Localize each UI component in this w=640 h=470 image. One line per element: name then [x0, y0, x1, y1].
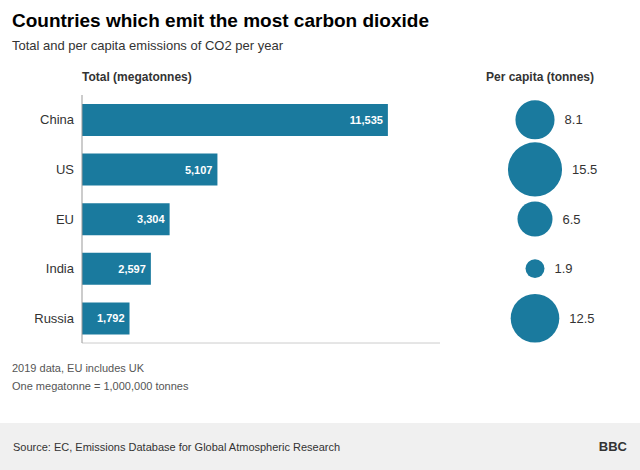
html-text:Source: EC, Emissions Database: Source: EC, Emissions Database for Globa… — [13, 440, 341, 453]
svg-text:11,535: 11,535 — [350, 114, 383, 126]
svg-text:India: India — [46, 261, 75, 276]
html-text:Total and per capita emissions: Total and per capita emissions of CO2 pe… — [12, 38, 283, 53]
svg-text:15.5: 15.5 — [572, 162, 597, 177]
html-text:One megatonne = 1,000,000 tonn: One megatonne = 1,000,000 tonnes — [12, 380, 189, 392]
html-text:Total (megatonnes): Total (megatonnes) — [82, 70, 192, 84]
html-text:Per capita (tonnes): Per capita (tonnes) — [486, 70, 594, 84]
svg-text:12.5: 12.5 — [569, 311, 594, 326]
svg-text:US: US — [56, 162, 74, 177]
svg-text:1.9: 1.9 — [554, 261, 572, 276]
svg-text:8.1: 8.1 — [565, 112, 583, 127]
html-text:2019 data, EU includes UK: 2019 data, EU includes UK — [12, 362, 145, 374]
html-text:Countries which emit the most: Countries which emit the most carbon dio… — [12, 10, 429, 31]
svg-text:1,792: 1,792 — [97, 312, 125, 324]
svg-text:Russia: Russia — [34, 311, 75, 326]
svg-text:5,107: 5,107 — [185, 164, 213, 176]
html-text:BBC: BBC — [598, 439, 627, 454]
svg-text:EU: EU — [56, 212, 74, 227]
svg-text:China: China — [40, 112, 75, 127]
svg-text:3,304: 3,304 — [137, 213, 165, 225]
svg-text:2,597: 2,597 — [118, 263, 146, 275]
svg-text:6.5: 6.5 — [563, 212, 581, 227]
